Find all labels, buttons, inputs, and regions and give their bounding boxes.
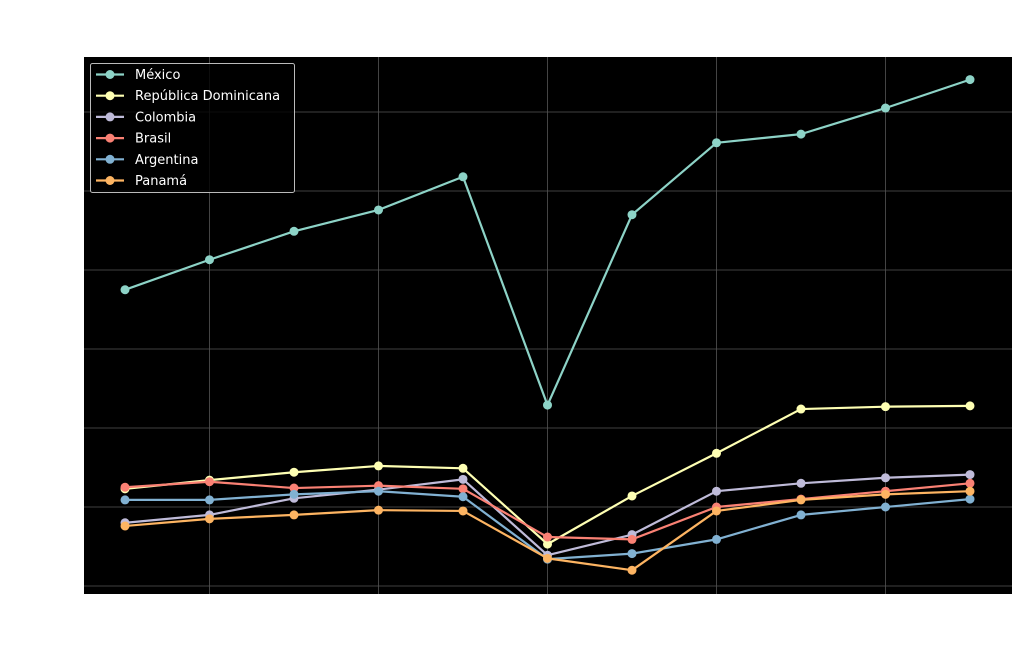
data-point bbox=[458, 506, 468, 516]
data-point bbox=[627, 565, 637, 575]
data-point bbox=[881, 473, 890, 483]
data-point bbox=[965, 470, 975, 480]
data-point bbox=[965, 478, 975, 488]
data-point bbox=[712, 138, 721, 148]
data-point bbox=[289, 226, 299, 236]
data-point bbox=[712, 486, 721, 496]
data-point bbox=[796, 510, 806, 520]
data-point bbox=[712, 506, 721, 516]
legend-label: Brasil bbox=[135, 132, 171, 147]
data-point bbox=[712, 448, 721, 458]
legend-label: México bbox=[135, 68, 180, 83]
data-point bbox=[627, 210, 637, 220]
data-point bbox=[796, 129, 806, 139]
legend-label: Colombia bbox=[135, 110, 196, 125]
series-lines bbox=[120, 75, 975, 575]
data-point bbox=[458, 492, 468, 502]
data-point bbox=[120, 482, 130, 492]
data-point bbox=[289, 467, 299, 477]
legend-item: México bbox=[96, 68, 180, 83]
data-point bbox=[881, 502, 890, 512]
data-point bbox=[120, 285, 130, 295]
data-point bbox=[374, 486, 383, 496]
legend-item: Brasil bbox=[96, 132, 171, 147]
data-point bbox=[289, 483, 299, 493]
legend-item: Panamá bbox=[96, 174, 187, 189]
legend-marker-icon bbox=[105, 70, 115, 79]
data-point bbox=[627, 534, 637, 544]
data-point bbox=[881, 103, 890, 113]
data-point bbox=[374, 461, 383, 471]
data-point bbox=[627, 549, 637, 559]
legend-marker-icon bbox=[105, 176, 115, 185]
data-point bbox=[205, 477, 214, 487]
series-panam- bbox=[120, 486, 975, 575]
legend-marker-icon bbox=[105, 154, 115, 164]
legend-label: República Dominicana bbox=[135, 89, 280, 104]
legend-marker-icon bbox=[105, 112, 115, 122]
legend-item: Colombia bbox=[96, 110, 196, 125]
data-point bbox=[120, 521, 130, 531]
data-point bbox=[458, 474, 468, 484]
data-point bbox=[543, 532, 552, 542]
data-point bbox=[965, 486, 975, 496]
data-point bbox=[458, 463, 468, 473]
data-point bbox=[458, 484, 468, 494]
data-point bbox=[796, 495, 806, 505]
legend-item: Argentina bbox=[96, 153, 198, 168]
legend-marker-icon bbox=[105, 91, 115, 101]
data-point bbox=[627, 491, 637, 501]
data-point bbox=[374, 205, 383, 215]
data-point bbox=[965, 494, 975, 504]
legend-box bbox=[90, 63, 295, 193]
series-m-xico bbox=[120, 75, 975, 410]
data-point bbox=[205, 495, 214, 505]
data-point bbox=[120, 495, 130, 505]
data-point bbox=[881, 489, 890, 499]
legend-label: Argentina bbox=[135, 153, 198, 168]
legend: México República Dominicana Colombia Brasil… bbox=[90, 63, 295, 193]
data-point bbox=[796, 404, 806, 414]
data-point bbox=[205, 255, 214, 265]
data-point bbox=[881, 402, 890, 412]
data-point bbox=[543, 400, 552, 410]
data-point bbox=[289, 489, 299, 499]
data-point bbox=[289, 510, 299, 520]
legend-label: Panamá bbox=[135, 174, 187, 189]
data-point bbox=[374, 505, 383, 515]
data-point bbox=[543, 553, 552, 563]
data-point bbox=[965, 401, 975, 411]
data-point bbox=[712, 534, 721, 544]
data-point bbox=[543, 539, 552, 549]
legend-marker-icon bbox=[105, 133, 115, 143]
data-point bbox=[796, 478, 806, 488]
data-point bbox=[205, 514, 214, 524]
data-point bbox=[965, 75, 975, 85]
legend-item: República Dominicana bbox=[96, 89, 280, 104]
data-point bbox=[458, 172, 468, 182]
